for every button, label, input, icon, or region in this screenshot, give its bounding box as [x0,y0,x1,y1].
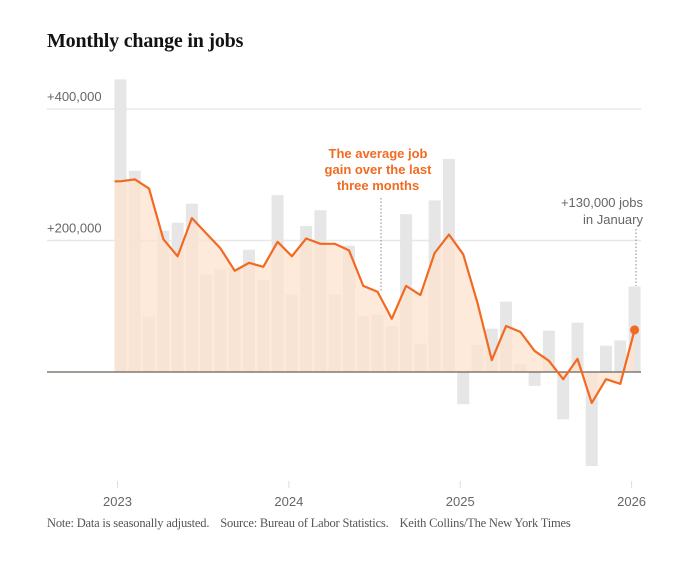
chart-title: Monthly change in jobs [47,30,244,52]
credit-text: Keith Collins/The New York Times [399,516,571,530]
annotation-average-text: gain over the last [325,162,433,177]
x-tick-label: 2026 [617,494,646,509]
bar-2025-09 [571,322,584,372]
annotation-average-text: three months [337,178,419,193]
y-tick-label: +200,000 [47,221,102,236]
average-line [114,178,636,405]
latest-point [630,325,640,335]
x-tick-label: 2024 [274,494,303,509]
x-tick-label: 2023 [103,494,132,509]
annotation-january-text: +130,000 jobs [561,195,644,210]
bar-2025-01 [457,372,470,405]
bar-2025-08 [557,372,570,420]
source-text: Source: Bureau of Labor Statistics. [220,516,389,530]
bar-2025-11 [600,345,613,372]
y-tick-label: +400,000 [47,89,102,104]
note-text: Note: Data is seasonally adjusted. [47,516,210,530]
bar-2025-12 [614,340,627,372]
annotation-average-text: The average job [329,146,428,161]
chart-footnote: Note: Data is seasonally adjusted. Sourc… [47,516,579,531]
annotation-january-text: in January [583,212,643,227]
bar-2025-06 [528,372,541,386]
x-tick-label: 2025 [446,494,475,509]
